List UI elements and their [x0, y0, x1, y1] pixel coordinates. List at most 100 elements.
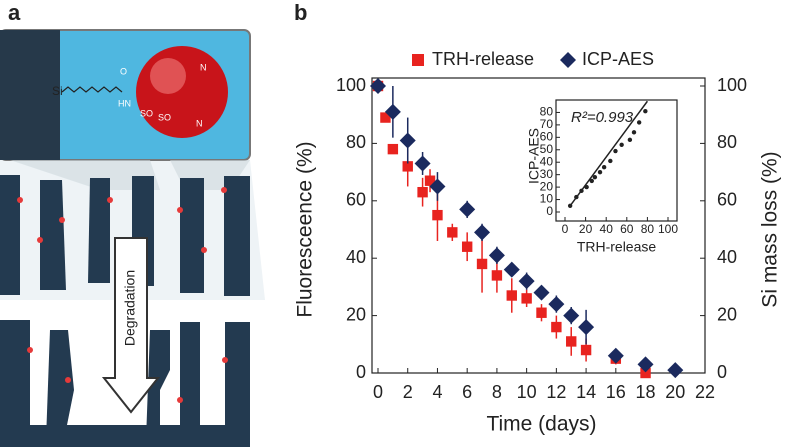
- data-point: [613, 148, 618, 154]
- y2-tick-label: 40: [717, 247, 737, 267]
- data-point: [589, 178, 594, 184]
- data-point: [567, 203, 573, 208]
- data-point: [447, 227, 458, 238]
- x-tick-label: 80: [641, 222, 655, 236]
- y-tick-label: 10: [540, 192, 554, 206]
- data-point: [533, 284, 550, 301]
- y2-tick-label: 100: [717, 75, 747, 95]
- y-tick-label: 30: [540, 167, 554, 181]
- data-point: [619, 142, 624, 147]
- data-point: [459, 201, 476, 218]
- data-point: [566, 336, 577, 347]
- data-point: [574, 194, 579, 200]
- y-tick-label: 60: [540, 130, 554, 144]
- x-tick-label: 60: [620, 222, 634, 236]
- data-point: [387, 143, 399, 155]
- data-point: [402, 161, 413, 172]
- data-point: [491, 270, 503, 281]
- legend-label: ICP-AES: [582, 49, 654, 69]
- plot-frame: [371, 77, 706, 374]
- data-point: [518, 273, 535, 290]
- x-tick-label: 2: [403, 382, 413, 402]
- data-point: [601, 165, 607, 170]
- data-point: [432, 209, 443, 221]
- y-tick-label: 70: [540, 117, 554, 131]
- panel-label: b: [294, 0, 307, 25]
- data-point: [579, 188, 584, 194]
- x-tick-label: 12: [546, 382, 566, 402]
- annotation: R²=0.993: [571, 109, 634, 126]
- data-point: [580, 344, 592, 356]
- data-point: [643, 109, 648, 114]
- molecule-label: SO: [158, 112, 171, 122]
- data-point: [608, 158, 613, 164]
- legend-marker: [560, 52, 576, 68]
- data-point: [424, 175, 436, 186]
- y-tick-label: 80: [540, 105, 554, 119]
- y-tick-label: 0: [546, 204, 553, 218]
- y-tick-label: 40: [346, 247, 366, 267]
- data-point: [607, 347, 624, 364]
- y2-tick-label: 20: [717, 304, 737, 324]
- x-tick-label: 8: [492, 382, 502, 402]
- molecule-label: SO: [140, 108, 153, 118]
- x-tick-label: 100: [658, 222, 678, 236]
- x-tick-label: 40: [600, 222, 614, 236]
- molecule-label: N: [196, 118, 203, 128]
- data-point: [429, 178, 446, 195]
- inset-background: [555, 99, 678, 222]
- data-point: [636, 120, 642, 125]
- data-point: [551, 321, 562, 333]
- legend-marker: [412, 54, 424, 66]
- y-axis-label: ICP-AES: [526, 128, 542, 184]
- y-tick-label: 0: [356, 362, 366, 382]
- y2-axis-label: Si mass loss (%): [759, 151, 782, 307]
- data-point: [597, 169, 603, 175]
- data-point: [667, 362, 684, 379]
- x-tick-label: 20: [579, 222, 593, 236]
- data-point: [548, 296, 565, 313]
- y2-tick-label: 80: [717, 132, 737, 152]
- data-point: [563, 307, 580, 324]
- data-point: [384, 103, 401, 120]
- fit-line: [569, 100, 649, 207]
- data-point: [521, 293, 532, 304]
- x-tick-label: 16: [606, 382, 626, 402]
- x-tick-label: 0: [373, 382, 383, 402]
- x-tick-label: 18: [636, 382, 656, 402]
- data-point: [637, 356, 654, 373]
- data-point: [631, 130, 637, 135]
- data-point: [417, 186, 428, 198]
- data-point: [640, 367, 651, 379]
- molecule-label: N: [200, 62, 207, 72]
- y-tick-label: 50: [540, 142, 554, 156]
- data-point: [370, 78, 386, 94]
- x-tick-label: 4: [432, 382, 442, 402]
- y-tick-label: 20: [346, 304, 366, 324]
- x-tick-label: 22: [695, 382, 715, 402]
- data-point: [461, 241, 473, 252]
- y-axis-label: Fluoresceence (%): [294, 141, 317, 317]
- x-tick-label: 0: [562, 222, 569, 236]
- data-point: [399, 132, 416, 149]
- molecule-label: HN: [118, 98, 131, 108]
- legend-label: TRH-release: [432, 49, 534, 69]
- x-tick-label: 6: [462, 382, 472, 402]
- x-tick-label: 10: [517, 382, 537, 402]
- data-point: [584, 184, 589, 190]
- y-tick-label: 80: [346, 132, 366, 152]
- y-tick-label: 100: [336, 75, 366, 95]
- y2-tick-label: 60: [717, 190, 737, 210]
- data-point: [506, 290, 517, 301]
- data-point: [380, 112, 391, 123]
- x-axis-label: TRH-release: [577, 239, 657, 255]
- data-point: [414, 155, 431, 172]
- arrow-label: Degradation: [122, 270, 138, 346]
- data-point: [627, 137, 633, 143]
- x-axis-label: Time (days): [486, 413, 596, 436]
- data-point: [476, 258, 488, 270]
- panel-label: a: [8, 0, 21, 25]
- y-tick-label: 20: [540, 179, 554, 193]
- data-point: [503, 261, 520, 278]
- molecule-label: Si: [52, 84, 63, 98]
